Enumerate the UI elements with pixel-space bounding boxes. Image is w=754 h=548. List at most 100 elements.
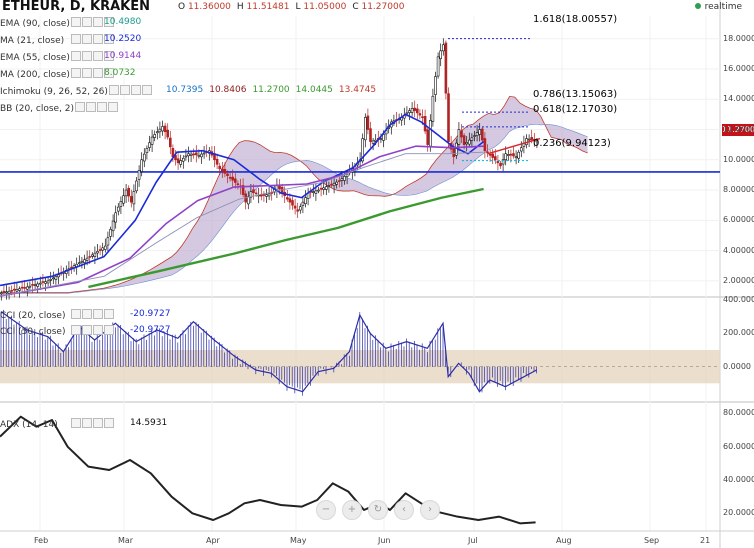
legend-row[interactable]: Ichimoku (9, 26, 52, 26) 10.7395 10.8406 11…	[0, 85, 376, 98]
legend-control-icon[interactable]	[71, 309, 81, 319]
legend-control-icon[interactable]	[82, 325, 92, 335]
candle-body	[96, 251, 99, 254]
legend-control-icon[interactable]	[93, 68, 103, 78]
price-tick-label: 12.0000	[723, 124, 754, 134]
legend-control-icon[interactable]	[93, 51, 103, 61]
legend-label: ADX (14, 14)	[0, 420, 58, 430]
legend-row[interactable]: EMA (90, close) 10.4980	[0, 17, 141, 30]
candle-body	[179, 160, 182, 165]
legend-control-icon[interactable]	[93, 34, 103, 44]
legend-control-icon[interactable]	[93, 418, 103, 428]
zoom-out-icon[interactable]: −	[316, 500, 336, 520]
reset-chart-icon[interactable]: ↻	[368, 500, 388, 520]
legend-control-icon[interactable]	[82, 309, 92, 319]
candle-body	[452, 148, 456, 158]
legend-control-icon[interactable]	[104, 418, 114, 428]
candle-body	[314, 190, 318, 194]
zoom-in-icon[interactable]: +	[342, 500, 362, 520]
candle-body	[117, 206, 120, 212]
legend-control-icon[interactable]	[86, 102, 97, 112]
candle-body	[41, 281, 45, 283]
time-tick-label: Apr	[206, 536, 220, 545]
candle-body	[291, 200, 294, 206]
legend-row[interactable]: BB (20, close, 2)	[0, 102, 119, 115]
legend-control-icon[interactable]	[108, 102, 119, 112]
candle-body	[169, 137, 172, 148]
candle-body	[236, 183, 240, 186]
legend-value: 10.4980	[104, 17, 142, 27]
legend-value: 8.0732	[104, 68, 136, 78]
legend-control-icon[interactable]	[75, 102, 86, 112]
legend-control-icon[interactable]	[82, 68, 92, 78]
candle-body	[18, 288, 21, 291]
candle-body	[473, 135, 476, 137]
legend-row[interactable]: MA (21, close) 10.2520	[0, 34, 141, 47]
legend-control-icon[interactable]	[104, 68, 114, 78]
legend-value: 10.7395	[166, 85, 204, 95]
legend-control-icon[interactable]	[93, 325, 103, 335]
legend-control-icon[interactable]	[93, 309, 103, 319]
legend-control-icon[interactable]	[71, 418, 81, 428]
candle-body	[247, 196, 250, 205]
legend-row[interactable]: EMA (55, close) 10.9144	[0, 51, 141, 64]
time-tick-label: Jun	[378, 536, 391, 545]
scroll-right-icon[interactable]: ›	[420, 500, 440, 520]
legend-label: EMA (90, close)	[0, 19, 70, 29]
legend-control-icon[interactable]	[97, 102, 108, 112]
legend-control-icon[interactable]	[104, 17, 114, 27]
legend-control-icon[interactable]	[71, 34, 81, 44]
legend-control-icon[interactable]	[82, 418, 92, 428]
time-tick-label: Feb	[34, 536, 49, 545]
candle-body	[44, 281, 47, 284]
chart-header: ETHEUR, D, KRAKEN O 11.36000 H 11.51481 L …	[0, 0, 740, 16]
legend-control-icon[interactable]	[119, 85, 130, 95]
legend-values: 10.2520	[104, 34, 147, 44]
adx-tick-label: 80.0000	[723, 408, 754, 418]
legend-control-icon[interactable]	[82, 17, 92, 27]
candle-body	[363, 117, 367, 141]
legend-row[interactable]: MA (200, close) 8.0732	[0, 68, 136, 81]
candle-body	[265, 194, 268, 197]
candle-body	[478, 129, 482, 135]
legend-control-icon[interactable]	[82, 51, 92, 61]
candle-body	[104, 245, 107, 250]
legend-label: MA (21, close)	[0, 36, 65, 46]
ohlc-value: 11.36000	[187, 2, 231, 12]
cci-legend-row[interactable]: CCI (50, close) -20.9727	[0, 325, 170, 338]
time-tick-label: Jul	[468, 536, 478, 545]
legend-control-icon[interactable]	[104, 325, 114, 335]
legend-control-icon[interactable]	[104, 34, 114, 44]
legend-control-icon[interactable]	[71, 68, 81, 78]
legend-control-icon[interactable]	[71, 51, 81, 61]
legend-value: 10.8406	[209, 85, 247, 95]
candle-body	[470, 137, 474, 141]
legend-control-icon[interactable]	[104, 309, 114, 319]
candle-body	[514, 156, 518, 159]
legend-control-icon[interactable]	[93, 17, 103, 27]
legend-label: CCI (50, close)	[0, 327, 66, 337]
candle-body	[431, 95, 435, 122]
candle-body	[54, 276, 58, 280]
candle-body	[156, 131, 159, 134]
legend-control-icon[interactable]	[71, 325, 81, 335]
legend-control-icon[interactable]	[104, 51, 114, 61]
candle-body	[91, 254, 94, 257]
legend-label: EMA (55, close)	[0, 53, 70, 63]
candle-body	[262, 194, 266, 196]
scroll-left-icon[interactable]: ‹	[394, 500, 414, 520]
price-tick-label: 2.00000	[723, 275, 754, 285]
cci-legend-row[interactable]: CCI (20, close) -20.9727	[0, 309, 170, 322]
candle-body	[530, 137, 534, 140]
candle-body	[460, 130, 463, 138]
price-tick-label: 16.0000	[723, 63, 754, 73]
legend-control-icon[interactable]	[71, 17, 81, 27]
legend-control-icon[interactable]	[108, 85, 119, 95]
legend-control-icon[interactable]	[141, 85, 152, 95]
candle-body	[369, 128, 372, 142]
symbol-title[interactable]: ETHEUR, D, KRAKEN	[2, 0, 151, 14]
legend-control-icon[interactable]	[82, 34, 92, 44]
candle-body	[200, 153, 203, 158]
legend-control-icon[interactable]	[130, 85, 141, 95]
candle-body	[496, 161, 500, 164]
adx-legend-row[interactable]: ADX (14, 14) 14.5931	[0, 418, 167, 431]
